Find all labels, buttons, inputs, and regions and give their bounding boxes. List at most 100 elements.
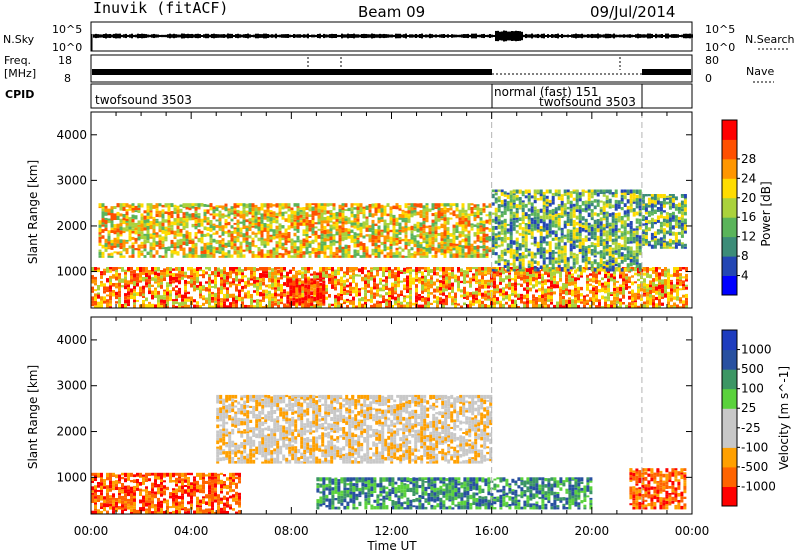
echo-cell bbox=[511, 304, 514, 308]
echo-cell bbox=[398, 214, 402, 218]
echo-cell bbox=[344, 228, 348, 232]
echo-cell bbox=[124, 274, 127, 277]
echo-cell bbox=[152, 242, 156, 247]
echo-cell bbox=[493, 298, 496, 303]
echo-cell bbox=[157, 267, 160, 272]
echo-cell bbox=[356, 235, 360, 238]
echo-cell bbox=[184, 286, 187, 290]
echo-cell bbox=[316, 285, 320, 288]
echo-cell bbox=[584, 259, 588, 262]
echo-cell bbox=[530, 217, 534, 222]
nsky-sample bbox=[567, 34, 569, 38]
echo-cell bbox=[527, 221, 531, 225]
echo-cell bbox=[464, 228, 468, 232]
echo-cell bbox=[500, 213, 504, 218]
echo-cell bbox=[539, 196, 543, 201]
echo-cell bbox=[488, 203, 492, 208]
echo-cell bbox=[620, 191, 624, 195]
echo-cell bbox=[523, 304, 526, 308]
echo-cell bbox=[602, 232, 606, 237]
echo-cell bbox=[413, 226, 417, 229]
echo-cell bbox=[247, 290, 250, 295]
echo-cell bbox=[338, 237, 342, 242]
echo-cell bbox=[436, 288, 439, 293]
echo-cell bbox=[475, 287, 478, 291]
nsky-sample bbox=[635, 34, 637, 38]
echo-cell bbox=[620, 236, 624, 240]
echo-cell bbox=[328, 294, 331, 298]
echo-cell bbox=[515, 217, 519, 220]
echo-cell bbox=[455, 203, 459, 208]
echo-cell bbox=[676, 296, 679, 299]
echo-cell bbox=[383, 230, 387, 233]
echo-cell bbox=[682, 288, 685, 291]
echo-cell bbox=[323, 251, 327, 255]
echo-cell bbox=[403, 299, 406, 303]
echo-cell bbox=[646, 272, 649, 276]
echo-cell bbox=[641, 240, 645, 245]
echo-cell bbox=[271, 271, 274, 276]
echo-cell bbox=[107, 233, 111, 236]
echo-cell bbox=[599, 232, 603, 237]
echo-cell bbox=[452, 231, 456, 235]
echo-cell bbox=[182, 247, 186, 252]
echo-cell bbox=[202, 285, 205, 289]
echo-cell bbox=[262, 289, 265, 294]
echo-cell bbox=[227, 210, 231, 214]
echo-cell bbox=[140, 220, 144, 224]
echo-cell bbox=[278, 246, 282, 249]
echo-cell bbox=[409, 274, 412, 278]
echo-cell bbox=[620, 189, 624, 193]
nsky-sample bbox=[463, 34, 465, 38]
echo-cell bbox=[676, 279, 679, 282]
echo-cell bbox=[560, 207, 564, 212]
echo-cell bbox=[272, 236, 276, 240]
echo-cell bbox=[203, 209, 207, 212]
echo-cell bbox=[679, 306, 682, 308]
echo-cell bbox=[490, 279, 493, 283]
echo-cell bbox=[146, 251, 150, 255]
echo-cell bbox=[496, 288, 499, 291]
echo-cell bbox=[514, 275, 517, 280]
echo-cell bbox=[541, 294, 544, 299]
echo-cell bbox=[611, 215, 615, 219]
echo-cell bbox=[595, 286, 598, 290]
echo-cell bbox=[590, 217, 594, 221]
echo-cell bbox=[179, 228, 183, 233]
echo-cell bbox=[583, 295, 586, 298]
echo-cell bbox=[629, 209, 633, 213]
echo-cell bbox=[328, 273, 331, 276]
echo-cell bbox=[472, 278, 475, 282]
echo-cell bbox=[458, 233, 462, 238]
cpid-panel: CPID twofsound 3503 normal (fast) 151 tw… bbox=[5, 83, 693, 109]
echo-cell bbox=[214, 267, 217, 271]
echo-cell bbox=[164, 229, 168, 231]
echo-cell bbox=[616, 292, 619, 297]
echo-cell bbox=[635, 262, 639, 265]
echo-cell bbox=[611, 263, 615, 266]
echo-cell bbox=[305, 227, 309, 232]
echo-cell bbox=[497, 196, 501, 200]
echo-cell bbox=[491, 247, 495, 250]
echo-cell bbox=[272, 247, 276, 251]
echo-cell bbox=[578, 220, 582, 224]
echo-cell bbox=[542, 211, 546, 215]
echo-cell bbox=[284, 218, 288, 222]
echo-cell bbox=[575, 268, 579, 272]
echo-cell bbox=[343, 299, 346, 302]
echo-cell bbox=[560, 227, 564, 230]
echo-cell bbox=[479, 227, 483, 232]
echo-cell bbox=[605, 241, 609, 245]
echo-cell bbox=[316, 287, 320, 293]
echo-cell bbox=[670, 297, 673, 302]
nsky-sample bbox=[369, 34, 371, 38]
echo-cell bbox=[313, 304, 316, 308]
echo-cell bbox=[676, 281, 679, 285]
echo-cell bbox=[233, 216, 237, 219]
echo-cell bbox=[227, 244, 231, 247]
echo-cell bbox=[427, 294, 430, 298]
echo-cell bbox=[539, 218, 543, 224]
echo-cell bbox=[323, 241, 327, 246]
echo-cell bbox=[310, 284, 314, 288]
